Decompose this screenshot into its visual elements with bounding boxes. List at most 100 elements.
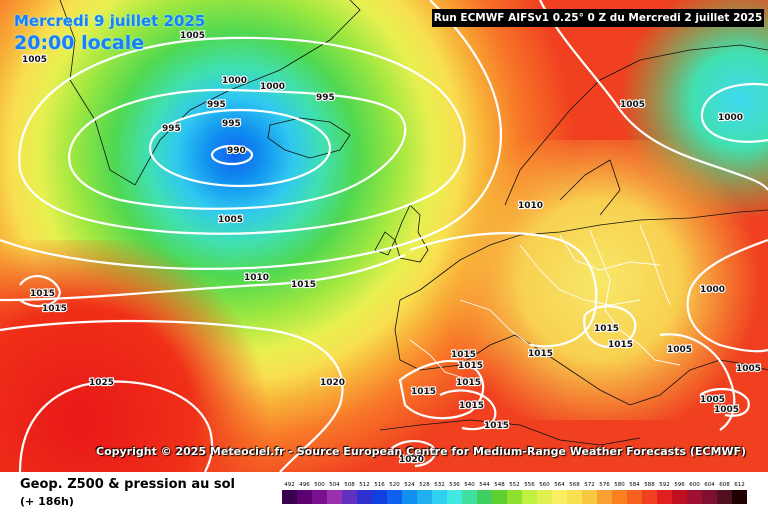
valid-date: Mercredi 9 juillet 2025 — [14, 12, 206, 30]
legend-color-swatch — [357, 490, 372, 504]
legend-tick-label: 580 — [614, 482, 625, 488]
legend-color-swatch — [372, 490, 387, 504]
legend-tick-label: 516 — [374, 482, 385, 488]
europe-coast — [394, 209, 768, 406]
pressure-label: 995 — [162, 124, 181, 134]
pressure-label: 1005 — [218, 215, 243, 225]
pressure-label: 1005 — [22, 55, 47, 65]
legend-tick-label: 552 — [509, 482, 520, 488]
isobar-1020-africa — [389, 440, 436, 468]
coastlines — [59, 0, 768, 446]
legend-color-swatch — [387, 490, 402, 504]
legend-color-swatch — [732, 490, 747, 504]
isobar-1015-central — [409, 232, 598, 348]
pressure-label: 1025 — [89, 378, 114, 388]
copyright-notice: Copyright © 2025 Meteociel.fr - Source E… — [96, 445, 747, 458]
border-4 — [639, 224, 671, 306]
legend-tick-label: 604 — [704, 482, 715, 488]
southwest-high-field — [0, 240, 420, 472]
isobar-1000 — [68, 88, 407, 210]
isobar-1000-east — [686, 238, 768, 353]
north-africa-coast — [379, 419, 641, 446]
isobar-1005-ne — [539, 0, 768, 191]
legend-footer: Geop. Z500 & pression au sol (+ 186h) 49… — [0, 472, 768, 512]
iceland-coast — [267, 117, 351, 159]
isobar-1015-west — [0, 253, 406, 302]
pressure-label: 1000 — [260, 82, 285, 92]
pressure-label: 1005 — [700, 395, 725, 405]
legend-tick-label: 568 — [569, 482, 580, 488]
legend-color-swatch — [297, 490, 312, 504]
pressure-label: 1015 — [456, 378, 481, 388]
pressure-label: 995 — [316, 93, 335, 103]
legend-color-swatch — [672, 490, 687, 504]
legend-tick-label: 540 — [464, 482, 475, 488]
pressure-labels: 1005 1005 1000 1000 995 995 995 995 990 … — [21, 30, 762, 466]
pressure-label: 1005 — [180, 31, 205, 41]
pressure-label: 1015 — [411, 387, 436, 397]
border-2 — [559, 234, 661, 271]
border-5 — [459, 299, 531, 346]
legend-tick-label: 572 — [584, 482, 595, 488]
pressure-label: 995 — [222, 119, 241, 129]
isobar-1000-ne — [700, 82, 768, 143]
scandinavia-coast — [504, 44, 768, 216]
legend-tick-label: 596 — [674, 482, 685, 488]
parameter-title: Geop. Z500 & pression au sol — [20, 477, 235, 492]
pressure-label: 990 — [227, 146, 246, 156]
legend-color-swatch — [417, 490, 432, 504]
legend-tick-label: 544 — [479, 482, 490, 488]
legend-color-swatch — [687, 490, 702, 504]
isobar-1010 — [0, 0, 502, 270]
isobar-1005-main — [18, 36, 466, 235]
geopotential-map: 1005 1005 1000 1000 995 995 995 995 990 … — [0, 0, 768, 472]
legend-color-swatch — [492, 490, 507, 504]
british-isles-coast — [374, 204, 429, 263]
isobar-1005-balkans — [659, 333, 736, 431]
pressure-label: 1015 — [291, 280, 316, 290]
pressure-label: 1020 — [399, 455, 424, 465]
pressure-label: 1000 — [718, 113, 743, 123]
legend-tick-label: 500 — [314, 482, 325, 488]
legend-tick-label: 588 — [644, 482, 655, 488]
pressure-label: 995 — [207, 100, 226, 110]
legend-color-swatch — [402, 490, 417, 504]
pressure-label: 1000 — [222, 76, 247, 86]
legend-color-swatch — [552, 490, 567, 504]
legend-color-swatch — [312, 490, 327, 504]
legend-color-swatch — [567, 490, 582, 504]
legend-tick-label: 508 — [344, 482, 355, 488]
legend-color-swatch — [447, 490, 462, 504]
legend-tick-label: 548 — [494, 482, 505, 488]
isobar-1025 — [18, 380, 214, 472]
legend-color-swatch — [717, 490, 732, 504]
isobar-1020 — [0, 319, 344, 472]
isobar-1015-iberia — [398, 360, 485, 420]
pressure-label: 1000 — [700, 285, 725, 295]
pressure-label: 1015 — [451, 350, 476, 360]
pressure-label: 1015 — [30, 289, 55, 299]
pressure-label: 1015 — [484, 421, 509, 431]
legend-tick-label: 564 — [554, 482, 565, 488]
greenland-coast — [59, 0, 361, 186]
legend-tick-label: 560 — [539, 482, 550, 488]
legend-tick-label: 556 — [524, 482, 535, 488]
legend-color-swatch — [702, 490, 717, 504]
legend-tick-label: 496 — [299, 482, 310, 488]
legend-tick-label: 592 — [659, 482, 670, 488]
legend-color-swatch — [537, 490, 552, 504]
isobars — [0, 0, 768, 472]
pressure-label: 1010 — [518, 201, 543, 211]
legend-color-swatch — [627, 490, 642, 504]
legend-color-swatch — [342, 490, 357, 504]
pressure-label: 1015 — [42, 304, 67, 314]
border-1 — [519, 244, 641, 306]
legend-tick-label: 600 — [689, 482, 700, 488]
legend-tick-label: 512 — [359, 482, 370, 488]
pressure-label: 1015 — [459, 401, 484, 411]
pressure-label: 1015 — [458, 361, 483, 371]
isobar-1005-se — [699, 387, 750, 417]
legend-color-swatch — [582, 490, 597, 504]
legend-color-swatch — [657, 490, 672, 504]
legend-tick-label: 612 — [734, 482, 745, 488]
